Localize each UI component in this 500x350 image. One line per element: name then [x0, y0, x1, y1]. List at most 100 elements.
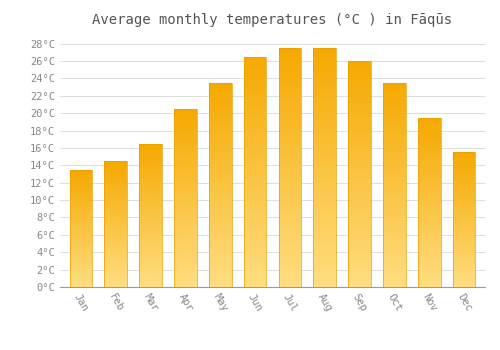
Bar	[278, 268, 301, 270]
Bar	[314, 201, 336, 203]
Bar	[174, 257, 197, 259]
Bar	[174, 109, 197, 287]
Bar	[70, 244, 92, 245]
Bar	[314, 62, 336, 65]
Bar	[209, 116, 232, 118]
Bar	[174, 168, 197, 169]
Bar	[209, 173, 232, 175]
Bar	[244, 57, 266, 287]
Bar	[104, 235, 127, 237]
Bar	[348, 131, 371, 133]
Bar	[278, 211, 301, 213]
Bar	[244, 239, 266, 241]
Bar	[104, 248, 127, 249]
Bar	[244, 236, 266, 239]
Bar	[418, 194, 440, 196]
Bar	[453, 206, 475, 208]
Bar	[140, 241, 162, 243]
Bar	[348, 210, 371, 212]
Bar	[244, 218, 266, 220]
Bar	[70, 173, 92, 174]
Bar	[174, 250, 197, 251]
Bar	[104, 222, 127, 223]
Bar	[174, 198, 197, 200]
Bar	[174, 210, 197, 212]
Bar	[383, 146, 406, 148]
Bar	[104, 259, 127, 260]
Bar	[70, 223, 92, 224]
Bar	[383, 183, 406, 185]
Bar	[209, 250, 232, 252]
Bar	[70, 253, 92, 254]
Bar	[418, 124, 440, 126]
Bar	[209, 103, 232, 105]
Bar	[140, 278, 162, 280]
Bar	[174, 271, 197, 273]
Bar	[104, 181, 127, 182]
Bar	[104, 169, 127, 170]
Bar	[244, 77, 266, 80]
Bar	[348, 65, 371, 68]
Bar	[383, 199, 406, 201]
Bar	[383, 226, 406, 228]
Bar	[244, 87, 266, 89]
Bar	[278, 194, 301, 196]
Bar	[104, 262, 127, 263]
Bar	[209, 209, 232, 211]
Bar	[278, 122, 301, 125]
Bar	[244, 66, 266, 68]
Bar	[314, 215, 336, 218]
Bar	[314, 115, 336, 117]
Bar	[418, 219, 440, 221]
Bar	[453, 182, 475, 183]
Bar	[383, 87, 406, 89]
Bar	[244, 176, 266, 179]
Bar	[278, 258, 301, 261]
Bar	[209, 283, 232, 285]
Bar	[70, 284, 92, 285]
Bar	[278, 77, 301, 79]
Bar	[383, 232, 406, 234]
Bar	[209, 248, 232, 250]
Bar	[348, 124, 371, 127]
Bar	[70, 234, 92, 236]
Bar	[453, 175, 475, 176]
Bar	[348, 154, 371, 156]
Bar	[418, 270, 440, 272]
Bar	[348, 108, 371, 111]
Bar	[104, 213, 127, 214]
Bar	[314, 285, 336, 287]
Bar	[104, 171, 127, 172]
Bar	[104, 176, 127, 177]
Bar	[383, 238, 406, 240]
Bar	[174, 182, 197, 184]
Bar	[278, 230, 301, 232]
Bar	[140, 280, 162, 281]
Bar	[244, 131, 266, 133]
Bar	[244, 206, 266, 209]
Bar	[104, 161, 127, 287]
Bar	[70, 171, 92, 172]
Bar	[418, 156, 440, 158]
Bar	[314, 263, 336, 266]
Bar	[453, 193, 475, 194]
Bar	[70, 262, 92, 264]
Bar	[418, 163, 440, 165]
Bar	[383, 197, 406, 199]
Bar	[174, 161, 197, 162]
Bar	[418, 119, 440, 121]
Bar	[104, 245, 127, 247]
Bar	[348, 224, 371, 226]
Bar	[453, 268, 475, 270]
Bar	[348, 219, 371, 222]
Bar	[278, 160, 301, 163]
Bar	[209, 236, 232, 238]
Bar	[383, 170, 406, 173]
Bar	[453, 155, 475, 156]
Bar	[174, 214, 197, 216]
Bar	[70, 206, 92, 207]
Bar	[453, 237, 475, 238]
Bar	[348, 93, 371, 95]
Bar	[104, 161, 127, 162]
Bar	[140, 154, 162, 155]
